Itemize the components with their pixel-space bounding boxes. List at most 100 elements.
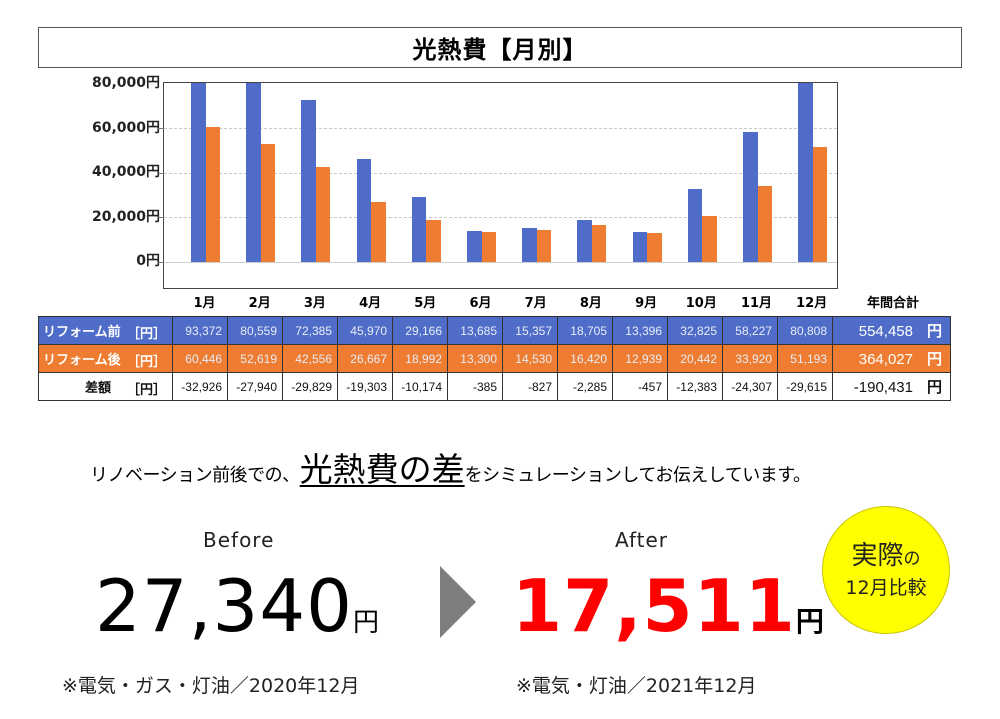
after-amount: 17,511円 — [512, 566, 824, 662]
bar-before — [687, 188, 703, 262]
table-cell: 29,166 — [392, 316, 448, 345]
table-cell: 32,825 — [667, 316, 723, 345]
bar-group — [301, 83, 331, 262]
table-cell: 60,446 — [172, 344, 228, 373]
table-cell: 13,300 — [447, 344, 503, 373]
bar-after — [205, 126, 220, 262]
table-cell: 72,385 — [282, 316, 338, 345]
total-value: 554,458 — [858, 323, 913, 340]
table-cell: 14,530 — [502, 344, 558, 373]
tagline-prefix: リノベーション前後での、 — [90, 465, 300, 486]
tick-mark — [158, 172, 164, 174]
table-cell: 80,808 — [777, 316, 833, 345]
bar-after — [591, 225, 607, 262]
tagline: リノベーション前後での、光熱費の差をシミュレーションしてお伝えしています。 — [90, 443, 930, 491]
before-amount: 27,340円 — [95, 566, 379, 663]
bar-before — [743, 131, 758, 262]
bar-group — [798, 83, 828, 262]
table-cell: -27,940 — [227, 372, 283, 401]
badge-particle: の — [903, 548, 921, 569]
bar-group — [411, 83, 441, 262]
total-value: 364,027 — [858, 351, 913, 368]
bar-before — [246, 83, 261, 262]
table-cell: 42,556 — [282, 344, 338, 373]
bar-group — [577, 83, 607, 262]
chart-title: 光熱費【月別】 — [38, 27, 962, 68]
x-axis-month-label: 5月 — [414, 296, 437, 311]
table-cell: 18,705 — [557, 316, 613, 345]
bar-after — [260, 144, 276, 262]
table-cell: -29,615 — [777, 372, 833, 401]
table-cell: 51,193 — [777, 344, 833, 373]
badge-main: 実際 — [851, 540, 904, 571]
table-cell: -457 — [612, 372, 668, 401]
bar-group — [356, 83, 386, 262]
table-cell: -29,829 — [282, 372, 338, 401]
x-axis-month-label: 10月 — [685, 296, 717, 311]
y-axis-label: 20,000円 — [91, 209, 160, 225]
x-axis-month-label: 2月 — [248, 296, 271, 311]
bar-before — [522, 227, 537, 262]
table-cell: 26,667 — [337, 344, 393, 373]
total-value: -190,431 — [853, 379, 913, 396]
x-axis-month-label: 12月 — [796, 296, 828, 311]
bar-before — [301, 100, 316, 262]
table-cell: -19,303 — [337, 372, 393, 401]
bar-after — [757, 186, 772, 262]
bar-after — [426, 219, 441, 262]
bar-group — [246, 83, 276, 262]
row-label: 差額 ［円］ — [38, 372, 173, 401]
bar-group — [191, 83, 220, 262]
x-axis-month-label: 7月 — [524, 296, 547, 311]
row-label: リフォーム前 ［円］ — [38, 316, 173, 345]
tick-mark — [158, 262, 164, 263]
gridline — [164, 217, 837, 219]
table-cell: 18,992 — [392, 344, 448, 373]
before-amount-value: 27,340 — [95, 564, 353, 648]
table-cell: -2,285 — [557, 372, 613, 401]
annual-total-header: 年間合計 — [866, 296, 919, 311]
gridline — [164, 127, 837, 129]
table-cell: 16,420 — [557, 344, 613, 373]
bar-after — [812, 147, 828, 262]
row-unit: ［円］ — [126, 354, 166, 369]
total-unit: 円 — [926, 351, 942, 368]
badge-line2: 12月比較 — [845, 576, 927, 599]
table-cell: 33,920 — [722, 344, 778, 373]
table-cell: -24,307 — [722, 372, 778, 401]
table-cell: -10,174 — [392, 372, 448, 401]
before-label: Before — [203, 528, 275, 552]
bar-group — [522, 83, 552, 262]
total-unit: 円 — [926, 323, 942, 340]
table-cell: -827 — [502, 372, 558, 401]
table-cell: -32,926 — [172, 372, 228, 401]
table-cell: 80,559 — [227, 316, 283, 345]
gridline — [164, 172, 837, 174]
y-axis-label: 0円 — [136, 253, 160, 269]
row-label-text: リフォーム前 — [43, 324, 121, 339]
total-cell: 554,458 円 — [832, 316, 951, 345]
row-before-reform: リフォーム前 ［円］ 93,372 80,559 72,385 45,970 29,166 1… — [38, 316, 951, 345]
table-cell: 13,396 — [612, 316, 668, 345]
badge-line1: 実際の — [851, 540, 920, 575]
table-cell: 15,357 — [502, 316, 558, 345]
x-axis-month-label: 6月 — [469, 296, 492, 311]
bar-before — [467, 231, 482, 262]
actual-comparison-badge: 実際の 12月比較 — [822, 506, 950, 634]
table-cell: 20,442 — [667, 344, 723, 373]
after-amount-unit: 円 — [795, 605, 824, 638]
row-unit: ［円］ — [126, 326, 166, 341]
row-label-text: 差額 — [85, 380, 112, 395]
table-cell: 52,619 — [227, 344, 283, 373]
tick-mark — [158, 127, 164, 129]
after-note: ※電気・灯油／2021年12月 — [516, 675, 757, 697]
x-axis-month-label: 11月 — [740, 296, 773, 311]
after-amount-value: 17,511 — [512, 564, 796, 648]
row-difference: 差額 ［円］ -32,926 -27,940 -29,829 -19,303 -10,174… — [38, 372, 951, 401]
y-axis-label: 40,000円 — [91, 164, 160, 180]
total-unit: 円 — [926, 379, 942, 396]
x-axis-month-label: 8月 — [579, 296, 602, 311]
bar-after — [702, 216, 717, 262]
bar-before — [411, 196, 427, 262]
total-cell: -190,431 円 — [832, 372, 951, 401]
